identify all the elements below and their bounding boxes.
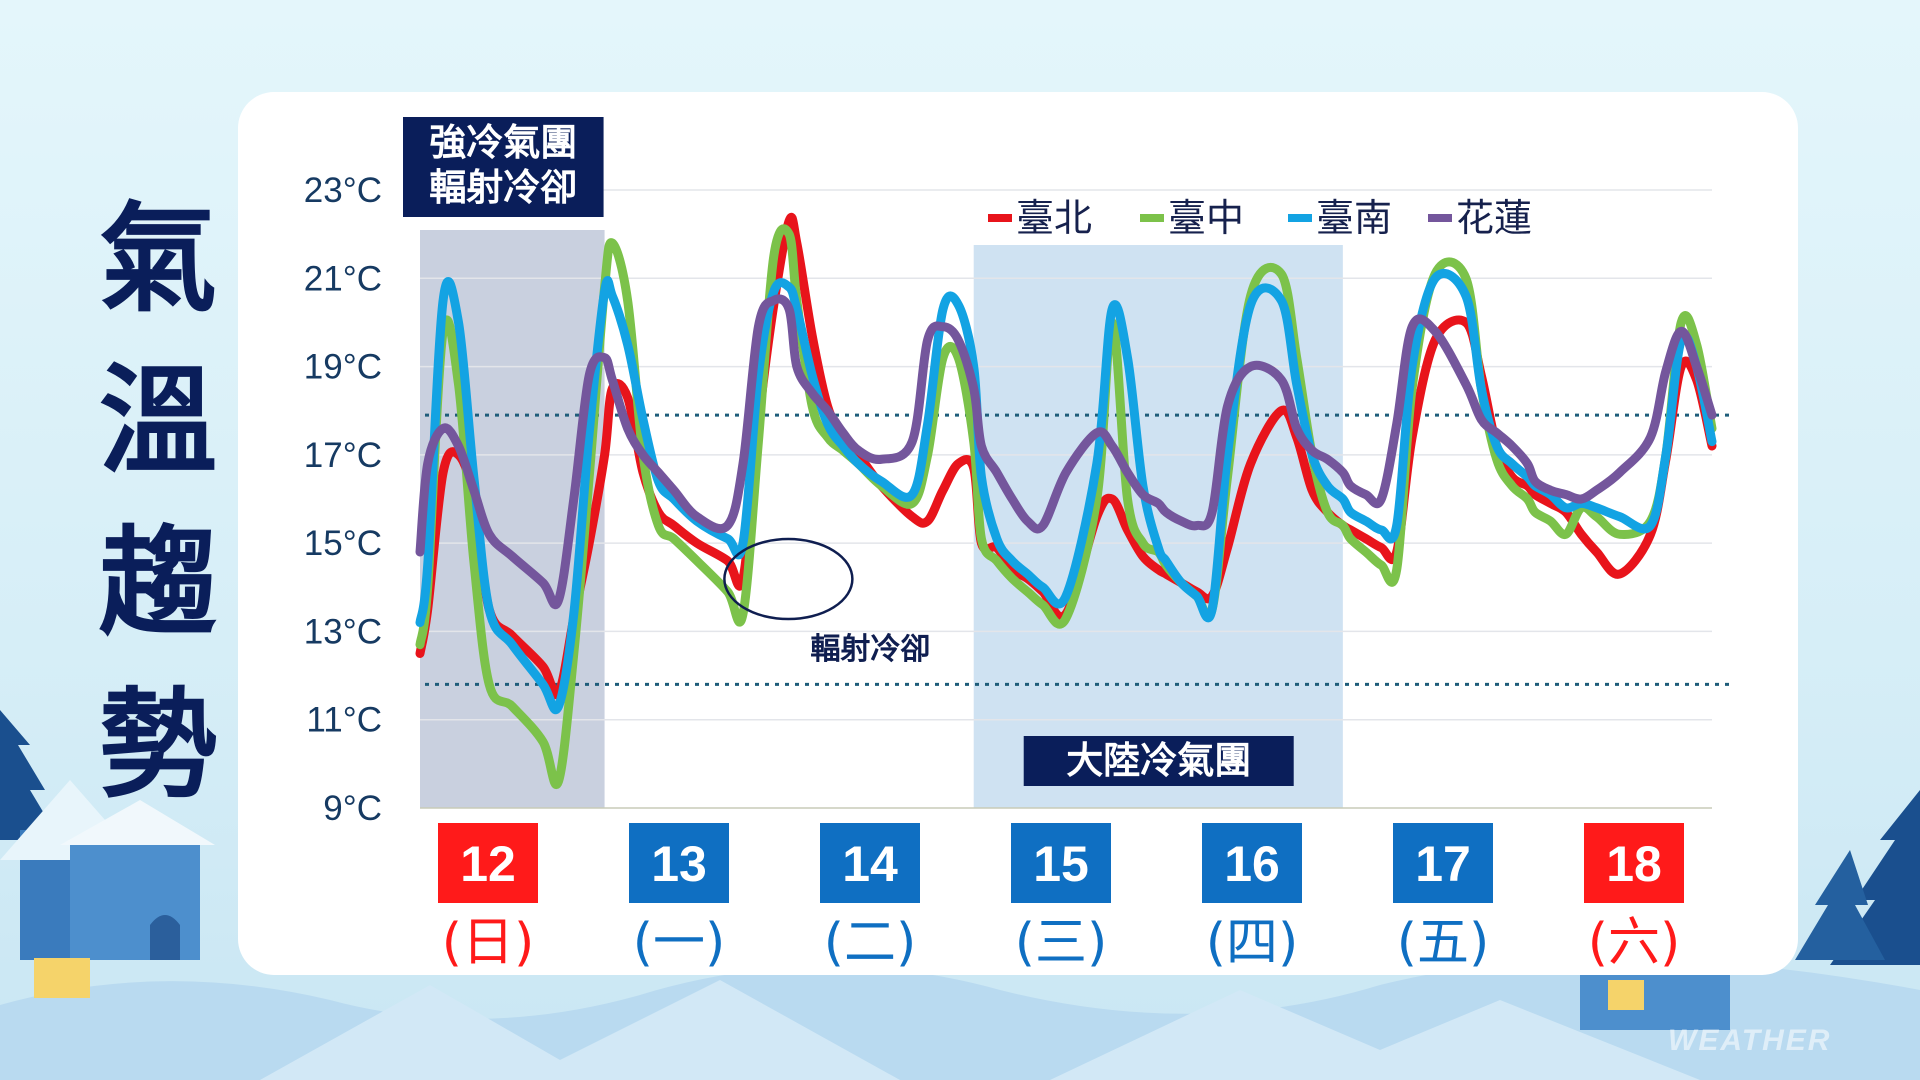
y-tick-label: 11°C — [306, 701, 382, 740]
y-tick-label: 21°C — [304, 259, 382, 298]
y-tick-label: 9°C — [323, 789, 382, 828]
y-tick-label: 23°C — [304, 171, 382, 210]
y-tick-label: 15°C — [304, 524, 382, 563]
region-label-box — [1023, 736, 1294, 786]
y-tick-label: 17°C — [304, 436, 382, 475]
legend-label: 臺中 — [1168, 196, 1244, 240]
legend-label: 臺南 — [1316, 196, 1392, 240]
day-date-box — [629, 823, 729, 903]
day-date-box — [820, 823, 920, 903]
day-date: 12 — [460, 836, 516, 892]
day-date-box — [438, 823, 538, 903]
day-weekday: (一) — [633, 913, 726, 973]
day-date: 16 — [1224, 836, 1280, 892]
page-title-char: 溫 — [98, 352, 217, 490]
day-weekday: (三) — [1015, 913, 1108, 973]
page-title-char: 趨 — [98, 514, 217, 652]
day-date: 18 — [1606, 836, 1662, 892]
legend-label: 花蓮 — [1456, 196, 1532, 240]
day-date-box — [1011, 823, 1111, 903]
series-line-tainan — [415, 269, 1717, 714]
annotation-circle — [723, 537, 854, 621]
region-label: 輻射冷卻 — [429, 166, 577, 209]
day-date-box — [1202, 823, 1302, 903]
region-label-box — [403, 117, 604, 217]
day-date: 17 — [1415, 836, 1471, 892]
day-date-box — [1584, 823, 1684, 903]
day-weekday: (六) — [1588, 913, 1681, 973]
snow-hills — [0, 958, 1920, 1080]
region-label: 大陸冷氣團 — [1066, 739, 1251, 782]
y-tick-label: 13°C — [304, 612, 382, 651]
page-title: 氣 溫 趨 勢 — [92, 178, 224, 826]
watermark: WEATHER — [1668, 1024, 1832, 1057]
house-icon-left — [0, 780, 215, 998]
day-date: 15 — [1033, 836, 1089, 892]
day-weekday: (五) — [1397, 913, 1490, 973]
day-weekday: (日) — [442, 913, 535, 973]
day-date: 14 — [842, 836, 898, 892]
day-weekday: (二) — [824, 913, 917, 973]
page-title-char: 氣 — [98, 190, 217, 328]
pine-tree-right — [1795, 790, 1920, 965]
series-line-hualien — [415, 294, 1717, 610]
day-weekday: (四) — [1206, 913, 1299, 973]
region-label: 強冷氣團 — [429, 121, 577, 164]
pine-tree-left — [0, 710, 60, 840]
legend-label: 臺北 — [1016, 196, 1092, 240]
y-tick-label: 19°C — [304, 348, 382, 387]
day-date: 13 — [651, 836, 707, 892]
annotation-label: 輻射冷卻 — [810, 632, 930, 667]
page-title-char: 勢 — [98, 676, 217, 814]
day-date-box — [1393, 823, 1493, 903]
